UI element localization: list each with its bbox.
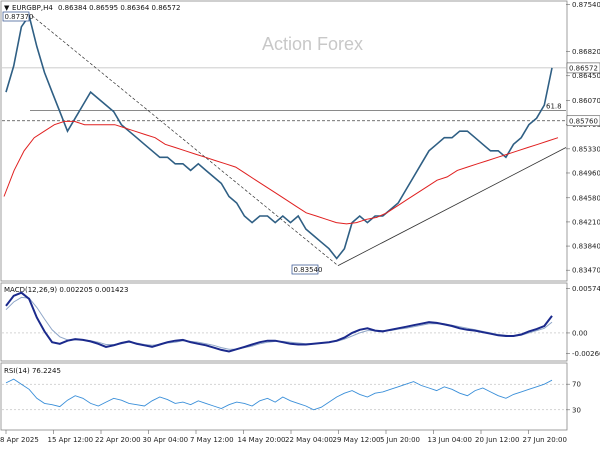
high-label-box	[2, 11, 30, 22]
last-price-label: 0.86572	[569, 64, 598, 72]
price-tick-label: 0.83470	[572, 267, 600, 275]
macd-tick-label: 0.00	[572, 329, 588, 337]
price-line	[5, 13, 553, 260]
low-label-box	[291, 264, 319, 275]
time-tick-label: 7 May 12:00	[190, 436, 234, 444]
price-tick-label: 0.84580	[572, 194, 600, 202]
rsi-tick-label: 70	[572, 381, 581, 389]
level-price-label-box	[566, 115, 600, 127]
price-axis: 0.875400.868200.864500.860700.857000.853…	[566, 1, 600, 275]
main-pane	[0, 0, 568, 282]
time-axis: 8 Apr 2025 15 Apr 12:00 22 Apr 20:00 30 Apr…	[0, 430, 567, 444]
rsi-indicator: RSI(14) 76.2245 70 30	[2, 367, 581, 414]
time-tick-label: 14 May 20:00	[238, 436, 286, 444]
time-tick-label: 30 Apr 04:00	[143, 436, 189, 444]
time-tick-label: 20 Jun 12:00	[475, 436, 519, 444]
uptrend-line	[337, 147, 567, 266]
watermark: Action Forex	[262, 34, 363, 54]
time-tick-label: 5 Jun 20:00	[380, 436, 420, 444]
price-tick-label: 0.87540	[572, 1, 600, 9]
price-tick-label: 0.84210	[572, 218, 600, 226]
rsi-label: RSI(14) 76.2245	[4, 367, 61, 375]
fib-label: 61.8	[546, 102, 562, 110]
downtrend-line	[31, 15, 339, 266]
time-tick-label: 22 Apr 20:00	[95, 436, 141, 444]
level-price-label: 0.85760	[569, 117, 598, 125]
time-tick-label: 8 Apr 2025	[0, 436, 39, 444]
macd-line	[5, 291, 553, 353]
macd-tick-label: -0.002663	[572, 350, 600, 358]
price-tick-label: 0.86820	[572, 48, 600, 56]
macd-indicator: MACD(12,26,9) 0.002205 0.001423 0.005749 0…	[2, 285, 600, 358]
time-tick-label: 22 May 04:00	[285, 436, 333, 444]
time-tick-label: 13 Jun 04:00	[428, 436, 472, 444]
macd-pane	[0, 282, 568, 362]
time-tick-label: 27 Jun 20:00	[523, 436, 567, 444]
price-tick-label: 0.86070	[572, 97, 600, 105]
time-tick-label: 29 May 12:00	[333, 436, 381, 444]
ohlc-label: 0.86384 0.86595 0.86364 0.86572	[58, 4, 180, 12]
price-tick-label: 0.86450	[572, 72, 600, 80]
moving-average-series	[3, 120, 559, 225]
rsi-pane	[0, 362, 568, 431]
moving-average-line	[3, 120, 559, 225]
macd-tick-label: 0.005749	[572, 285, 600, 293]
rsi-line	[5, 378, 553, 411]
time-tick-label: 15 Apr 12:00	[48, 436, 94, 444]
dropdown-icon[interactable]: ▼	[4, 4, 10, 12]
macd-label: MACD(12,26,9) 0.002205 0.001423	[4, 286, 128, 294]
annotations: 0.87370 0.83540 0.86572 0.85760 61.8	[2, 11, 600, 275]
rsi-tick-label: 30	[572, 406, 581, 414]
price-tick-label: 0.84960	[572, 169, 600, 177]
high-label: 0.87370	[5, 13, 34, 21]
price-tick-label: 0.83840	[572, 243, 600, 251]
price-tick-label: 0.85330	[572, 145, 600, 153]
low-label: 0.83540	[294, 266, 323, 274]
symbol-label: EURGBP,H4	[12, 4, 53, 12]
last-price-label-box	[566, 62, 600, 74]
price-series	[5, 13, 553, 260]
